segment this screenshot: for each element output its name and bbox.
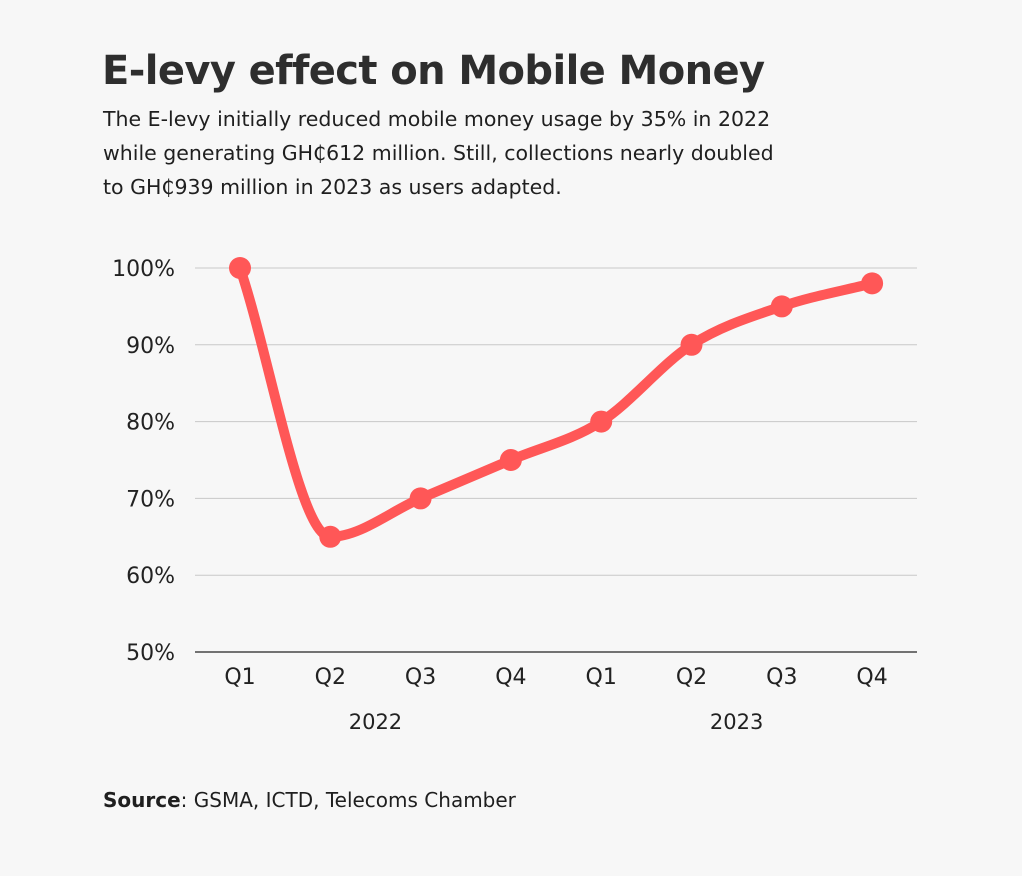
y-tick-label-100: 100% [112, 257, 175, 282]
x-tick-label-8: Q4 [856, 665, 887, 690]
y-tick-label-60: 60% [126, 564, 175, 589]
data-point-1 [229, 257, 251, 279]
data-point-7 [770, 295, 793, 318]
y-tick-label-70: 70% [126, 487, 175, 512]
subtitle-line-3: to GH₵939 million in 2023 as users adapt… [103, 175, 562, 199]
x-tick-label-5: Q1 [586, 665, 617, 690]
chart-subtitle: The E-levy initially reduced mobile mone… [103, 102, 863, 204]
source-separator: : [180, 788, 188, 812]
data-point-5 [590, 410, 613, 433]
subtitle-line-2: while generating GH₵612 million. Still, … [103, 141, 774, 165]
subtitle-line-1: The E-levy initially reduced mobile mone… [103, 107, 771, 131]
chart-title: E-levy effect on Mobile Money [102, 48, 765, 94]
source-label: Source [103, 788, 181, 812]
source-note: Source: GSMA, ICTD, Telecoms Chamber [103, 788, 516, 812]
data-point-8 [861, 272, 884, 295]
source-text: GSMA, ICTD, Telecoms Chamber [187, 788, 516, 812]
x-tick-label-7: Q3 [766, 665, 797, 690]
data-point-4 [499, 449, 522, 471]
year-label-2022: 2022 [349, 710, 402, 734]
data-point-6 [680, 333, 703, 356]
x-tick-label-1: Q1 [224, 665, 255, 690]
x-tick-label-6: Q2 [676, 665, 707, 690]
year-label-2023: 2023 [710, 710, 763, 734]
y-tick-label-90: 90% [126, 334, 175, 359]
x-tick-label-2: Q2 [315, 665, 346, 690]
y-tick-label-50: 50% [126, 641, 175, 666]
x-tick-label-3: Q3 [405, 665, 436, 690]
x-tick-label-4: Q4 [495, 665, 526, 690]
y-tick-label-80: 80% [126, 411, 175, 436]
data-point-2 [319, 525, 342, 548]
data-point-3 [409, 487, 432, 510]
